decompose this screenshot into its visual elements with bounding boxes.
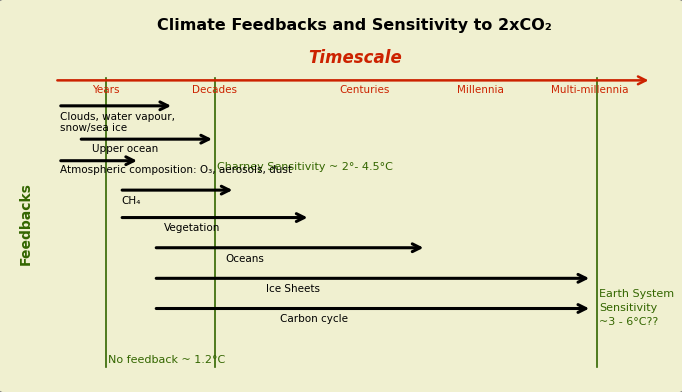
Text: No feedback ~ 1.2°C: No feedback ~ 1.2°C <box>108 355 225 365</box>
Text: Charney Sensitivity ~ 2°- 4.5°C: Charney Sensitivity ~ 2°- 4.5°C <box>217 162 393 172</box>
Text: Upper ocean: Upper ocean <box>92 144 158 154</box>
Text: Feedbacks: Feedbacks <box>19 182 33 265</box>
Text: Decades: Decades <box>192 85 237 96</box>
Text: Clouds, water vapour,
snow/sea ice: Clouds, water vapour, snow/sea ice <box>60 112 175 133</box>
Text: Years: Years <box>92 85 119 96</box>
Text: CH₄: CH₄ <box>121 196 140 206</box>
Text: Vegetation: Vegetation <box>164 223 220 234</box>
Text: Carbon cycle: Carbon cycle <box>280 314 348 325</box>
Text: Oceans: Oceans <box>225 254 264 264</box>
Text: Multi-millennia: Multi-millennia <box>551 85 629 96</box>
Text: Millennia: Millennia <box>458 85 504 96</box>
Text: Earth System
Sensitivity
~3 - 6°C??: Earth System Sensitivity ~3 - 6°C?? <box>599 289 674 327</box>
Text: Ice Sheets: Ice Sheets <box>266 284 320 294</box>
Text: Timescale: Timescale <box>308 49 402 67</box>
Text: Centuries: Centuries <box>340 85 390 96</box>
Text: Climate Feedbacks and Sensitivity to 2xCO₂: Climate Feedbacks and Sensitivity to 2xC… <box>158 18 552 33</box>
Text: Atmospheric composition: O₃, aerosols, dust: Atmospheric composition: O₃, aerosols, d… <box>60 165 292 176</box>
